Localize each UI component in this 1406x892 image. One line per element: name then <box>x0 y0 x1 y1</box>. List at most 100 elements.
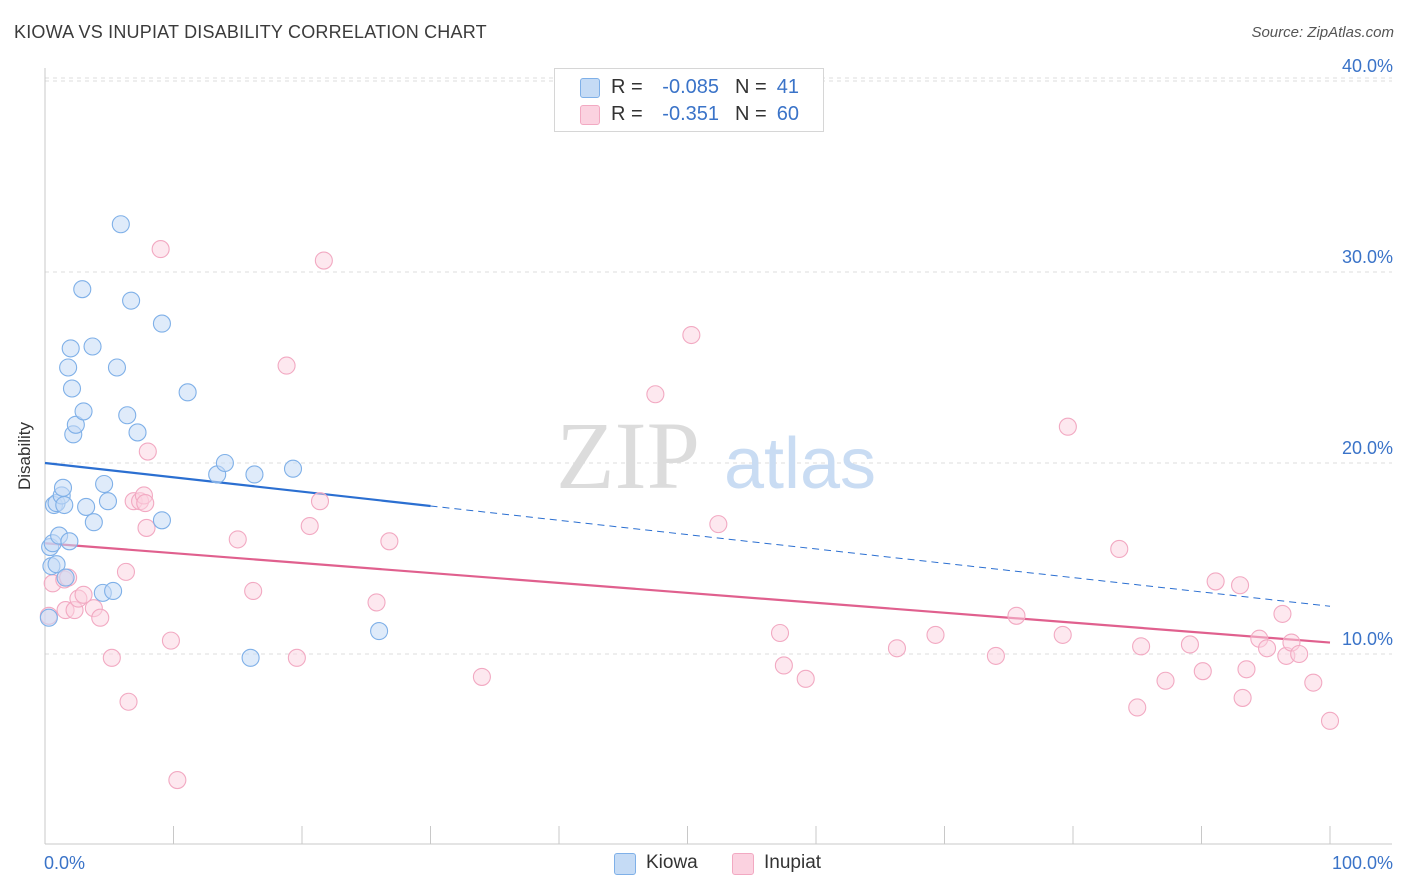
kiowa-point <box>66 415 85 434</box>
inupiat-point <box>1053 625 1072 644</box>
kiowa-point <box>241 648 260 667</box>
axes <box>44 68 1392 845</box>
inupiat-point <box>300 516 319 536</box>
inupiat-point <box>709 515 728 534</box>
r-label: R = <box>611 76 643 98</box>
trend-lines <box>44 461 1331 644</box>
watermark: ZIP atlas <box>556 402 876 509</box>
inupiat-trend-line <box>44 542 1331 644</box>
kiowa-label: Kiowa <box>646 852 698 873</box>
inupiat-point <box>367 593 386 612</box>
kiowa-point <box>60 532 79 551</box>
kiowa-point <box>98 492 118 511</box>
y-tick-label: 30.0% <box>1342 247 1393 267</box>
inupiat-point <box>1156 671 1175 690</box>
kiowa-point <box>62 379 82 398</box>
inupiat-point <box>138 442 157 461</box>
source-credit: Source: ZipAtlas.com <box>1251 24 1394 41</box>
kiowa-point <box>61 339 80 358</box>
kiowa-point <box>152 511 171 530</box>
inupiat-swatch <box>732 853 754 875</box>
inupiat-point <box>682 325 701 345</box>
inupiat-point <box>1290 644 1309 664</box>
inupiat-point <box>1128 698 1147 717</box>
inupiat-point <box>1320 711 1340 730</box>
inupiat-point <box>228 530 247 549</box>
kiowa-point <box>107 358 127 377</box>
kiowa-point <box>283 459 303 478</box>
kiowa-point <box>122 291 141 310</box>
inupiat-point <box>926 625 945 644</box>
grid-lines <box>45 77 1392 655</box>
n-label: N = <box>735 103 767 125</box>
inupiat-point <box>1231 576 1250 595</box>
inupiat-point <box>161 631 180 650</box>
n-value: 60 <box>776 103 799 125</box>
inupiat-point <box>887 639 907 658</box>
y-tick-label: 40.0% <box>1342 56 1393 76</box>
inupiat-point <box>1007 606 1026 625</box>
inupiat-point <box>137 518 156 537</box>
inupiat-label: Inupiat <box>764 852 822 873</box>
y-tick-label: 20.0% <box>1342 438 1393 458</box>
kiowa-point <box>245 465 264 484</box>
inupiat-point <box>1273 604 1292 623</box>
inupiat-point <box>168 771 187 790</box>
inupiat-point <box>151 240 170 259</box>
kiowa-point <box>47 555 66 574</box>
kiowa-swatch <box>580 78 600 98</box>
inupiat-point <box>102 648 121 667</box>
inupiat-point <box>1058 417 1077 436</box>
inupiat-point <box>1233 688 1252 707</box>
inupiat-point <box>287 648 306 667</box>
inupiat-point <box>116 562 136 581</box>
inupiat-point <box>986 646 1005 665</box>
inupiat-point <box>1110 539 1129 559</box>
correlation-legend: R = -0.085 N = 41 R = -0.351 N = 60 <box>554 68 824 132</box>
kiowa-point <box>215 453 234 473</box>
kiowa-point <box>111 215 130 234</box>
inupiat-point <box>1180 635 1199 654</box>
kiowa-point <box>74 402 93 421</box>
n-label: N = <box>735 76 767 98</box>
inupiat-point <box>1193 662 1212 681</box>
inupiat-point <box>1257 639 1277 658</box>
kiowa-point <box>83 337 102 356</box>
kiowa-point <box>104 581 123 601</box>
inupiat-point <box>277 356 296 375</box>
inupiat-swatch <box>580 105 600 125</box>
r-label: R = <box>611 103 643 125</box>
inupiat-point <box>310 492 330 511</box>
inupiat-point <box>1304 673 1323 692</box>
inupiat-point <box>91 608 110 627</box>
legend-row-inupiat: R = -0.351 N = 60 <box>555 102 823 128</box>
kiowa-point <box>128 423 147 442</box>
inupiat-point <box>774 656 793 675</box>
inupiat-point <box>472 667 491 686</box>
kiowa-point <box>59 358 78 377</box>
kiowa-point <box>95 474 114 494</box>
kiowa-point <box>178 383 197 402</box>
kiowa-point <box>152 314 171 333</box>
inupiat-point <box>136 494 155 513</box>
tick-labels: 10.0% 20.0% 30.0% 40.0% 0.0% 100.0% <box>44 56 1393 873</box>
legend-row-kiowa: R = -0.085 N = 41 <box>555 75 823 101</box>
y-tick-label: 10.0% <box>1342 629 1393 649</box>
x-tick-label-min: 0.0% <box>44 853 85 873</box>
inupiat-point <box>770 623 790 643</box>
inupiat-point <box>1237 660 1256 679</box>
kiowa-point <box>77 497 96 516</box>
kiowa-point <box>56 568 75 587</box>
y-axis-label: Disability <box>15 421 34 490</box>
inupiat-point <box>74 585 93 604</box>
x-tick-label-max: 100.0% <box>1332 853 1393 873</box>
inupiat-point <box>380 532 399 551</box>
r-value: -0.351 <box>662 103 719 125</box>
inupiat-point <box>244 581 263 601</box>
n-value: 41 <box>776 76 799 98</box>
watermark-atlas: atlas <box>724 424 876 504</box>
kiowa-point <box>55 495 74 515</box>
inupiat-point <box>646 385 665 404</box>
kiowa-point <box>53 478 73 497</box>
